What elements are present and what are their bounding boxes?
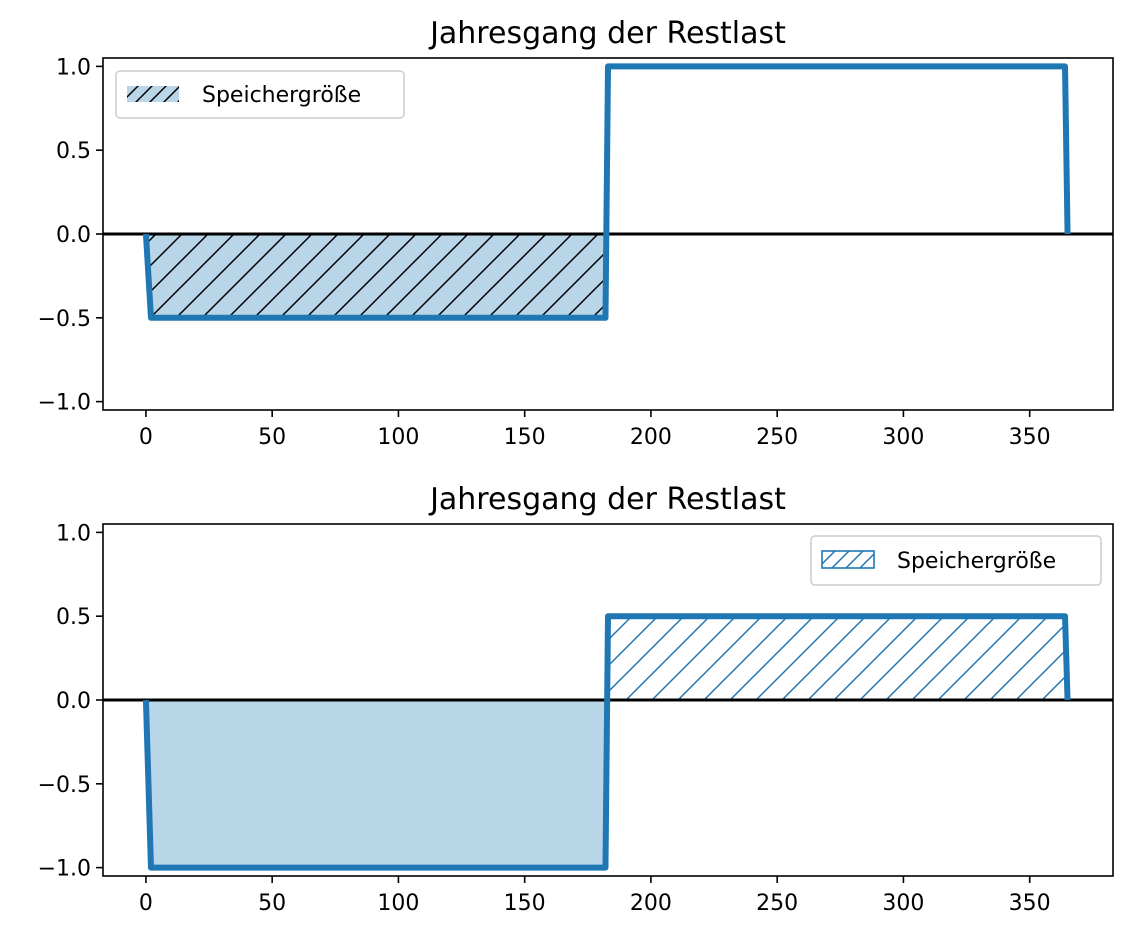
x-tick-label: 350 — [1009, 425, 1051, 450]
chart-title: Jahresgang der Restlast — [428, 482, 786, 517]
x-axis: 0 50 100 150 200 250 300 350 — [139, 410, 1051, 450]
y-axis: 1.0 0.5 0.0 −0.5 −1.0 — [38, 55, 103, 416]
y-tick-label: −0.5 — [38, 773, 91, 798]
x-tick-label: 300 — [882, 425, 924, 450]
x-tick-label: 0 — [139, 425, 153, 450]
x-tick-label: 150 — [504, 425, 546, 450]
legend-swatch-hatch — [127, 86, 179, 102]
x-tick-label: 250 — [756, 891, 798, 916]
x-tick-label: 300 — [882, 891, 924, 916]
chart-top: Jahresgang der Restlast 1.0 0.5 0.0 −0.5 −1.… — [38, 16, 1114, 450]
y-tick-label: 1.0 — [56, 521, 91, 546]
x-tick-label: 350 — [1009, 891, 1051, 916]
x-axis: 0 50 100 150 200 250 300 350 — [139, 876, 1051, 916]
chart-title: Jahresgang der Restlast — [428, 16, 786, 51]
series-line — [142, 613, 1071, 871]
legend-swatch — [821, 550, 875, 569]
x-tick-label: 50 — [258, 425, 286, 450]
chart-bottom: Jahresgang der Restlast 1.0 0.5 0.0 −0.5 −1.… — [38, 482, 1114, 916]
y-tick-label: 0.0 — [56, 689, 91, 714]
legend-label: Speichergröße — [202, 83, 361, 108]
legend: Speichergröße — [810, 535, 1102, 586]
y-tick-label: −1.0 — [38, 857, 91, 882]
fill-area — [145, 700, 606, 868]
y-tick-label: 0.5 — [56, 139, 91, 164]
series-line — [142, 63, 1071, 321]
hatch-area — [605, 616, 1068, 868]
x-tick-label: 200 — [630, 891, 672, 916]
x-tick-label: 150 — [504, 891, 546, 916]
y-axis: 1.0 0.5 0.0 −0.5 −1.0 — [38, 521, 103, 882]
plot-area — [103, 613, 1113, 871]
plot-clip — [103, 613, 1113, 871]
y-tick-label: −0.5 — [38, 307, 91, 332]
x-tick-label: 200 — [630, 425, 672, 450]
y-tick-label: −1.0 — [38, 391, 91, 416]
hatch-area — [145, 234, 606, 318]
legend-box — [810, 535, 1102, 586]
plot-clip — [103, 63, 1113, 321]
legend-box — [115, 70, 405, 119]
y-tick-label: 0.5 — [56, 605, 91, 630]
x-tick-label: 0 — [139, 891, 153, 916]
legend: Speichergröße — [115, 70, 405, 119]
legend-label: Speichergröße — [897, 549, 1056, 574]
y-tick-label: 0.0 — [56, 223, 91, 248]
x-tick-label: 100 — [377, 425, 419, 450]
plot-area — [103, 63, 1113, 321]
x-tick-label: 250 — [756, 425, 798, 450]
y-tick-label: 1.0 — [56, 55, 91, 80]
x-tick-label: 100 — [377, 891, 419, 916]
x-tick-label: 50 — [258, 891, 286, 916]
